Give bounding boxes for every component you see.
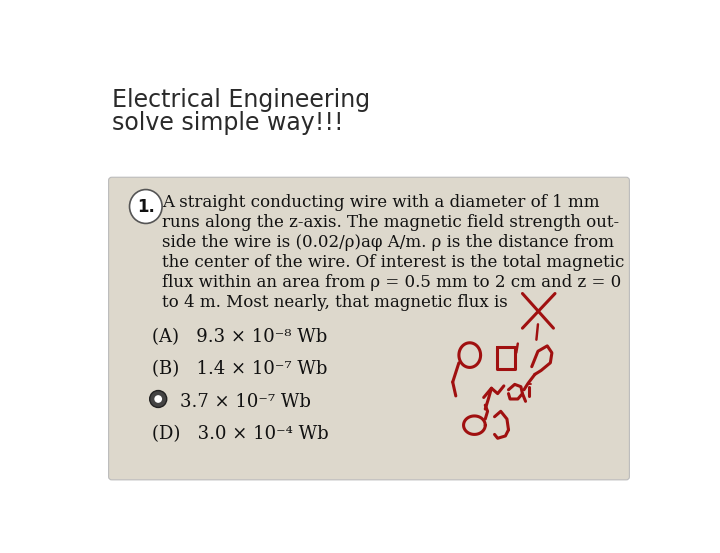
Text: (D)   3.0 × 10⁻⁴ Wb: (D) 3.0 × 10⁻⁴ Wb [152, 425, 328, 443]
Text: to 4 m. Most nearly, that magnetic flux is: to 4 m. Most nearly, that magnetic flux … [162, 294, 508, 311]
Text: the center of the wire. Of interest is the total magnetic: the center of the wire. Of interest is t… [162, 254, 624, 271]
FancyBboxPatch shape [109, 178, 629, 480]
Text: runs along the z-axis. The magnetic field strength out-: runs along the z-axis. The magnetic fiel… [162, 214, 619, 231]
Text: 1.: 1. [137, 199, 155, 216]
Text: A straight conducting wire with a diameter of 1 mm: A straight conducting wire with a diamet… [162, 194, 600, 211]
Circle shape [154, 395, 162, 403]
Ellipse shape [130, 190, 162, 223]
Text: 3.7 × 10⁻⁷ Wb: 3.7 × 10⁻⁷ Wb [180, 393, 311, 411]
Text: Electrical Engineering: Electrical Engineering [112, 88, 370, 112]
Text: (B)   1.4 × 10⁻⁷ Wb: (B) 1.4 × 10⁻⁷ Wb [152, 361, 328, 378]
Circle shape [150, 390, 167, 408]
Text: solve simple way!!!: solve simple way!!! [112, 111, 343, 135]
Text: side the wire is (0.02/ρ)aφ A/m. ρ is the distance from: side the wire is (0.02/ρ)aφ A/m. ρ is th… [162, 234, 614, 251]
Text: flux within an area from ρ = 0.5 mm to 2 cm and z = 0: flux within an area from ρ = 0.5 mm to 2… [162, 274, 621, 291]
Text: (A)   9.3 × 10⁻⁸ Wb: (A) 9.3 × 10⁻⁸ Wb [152, 328, 328, 346]
